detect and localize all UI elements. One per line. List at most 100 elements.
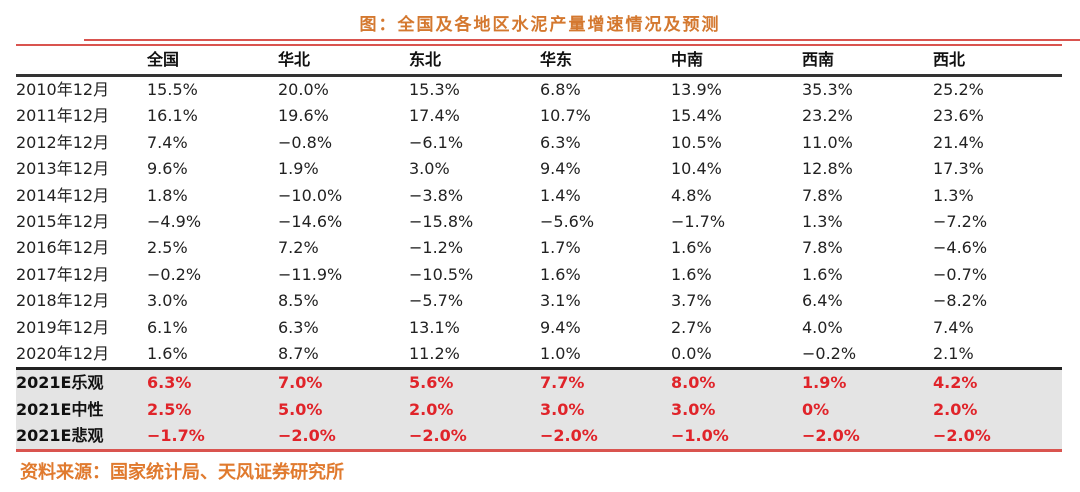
table-cell: 2.5% bbox=[147, 238, 188, 258]
table-row: 2011年12月 16.1% 19.6% 17.4% 10.7% 15.4% 23.2% 23… bbox=[16, 103, 1062, 129]
table-cell: 20.0% bbox=[278, 80, 329, 99]
table-cell: −2.0% bbox=[802, 426, 860, 446]
table-cell: 3.0% bbox=[540, 399, 585, 419]
table-cell: 8.7% bbox=[278, 343, 319, 363]
table-cell: 25.2% bbox=[933, 80, 984, 99]
table-cell: −10.5% bbox=[409, 264, 474, 284]
table-cell: 0.0% bbox=[671, 343, 712, 363]
table-cell: 2.0% bbox=[933, 399, 978, 419]
table-cell: 15.3% bbox=[409, 80, 460, 99]
column-header: 东北 bbox=[409, 50, 442, 69]
table-cell: 35.3% bbox=[802, 80, 853, 99]
table-cell: 4.2% bbox=[933, 373, 978, 393]
column-header: 全国 bbox=[147, 50, 180, 69]
table-cell: 11.0% bbox=[802, 132, 853, 152]
row-label: 2012年12月 bbox=[16, 132, 110, 152]
table-cell: 8.0% bbox=[671, 373, 716, 393]
table-cell: 6.3% bbox=[540, 132, 581, 152]
table-header-row: 全国 华北 东北 华东 中南 西南 西北 bbox=[16, 46, 1062, 77]
table-cell: 1.6% bbox=[671, 264, 712, 284]
table-cell: −2.0% bbox=[540, 426, 598, 446]
forecast-rows: 2021E乐观 6.3% 7.0% 5.6% 7.7% 8.0% 1.9% 4.2% 2021E… bbox=[16, 367, 1062, 453]
table-cell: 16.1% bbox=[147, 106, 198, 126]
row-label: 2014年12月 bbox=[16, 185, 110, 205]
table-cell: −7.2% bbox=[933, 211, 988, 231]
source-note: 资料来源：国家统计局、天风证券研究所 bbox=[20, 462, 344, 483]
table-cell: 4.0% bbox=[802, 317, 843, 337]
table-cell: −1.2% bbox=[409, 238, 464, 258]
table-cell: 5.0% bbox=[278, 399, 323, 419]
table-cell: 1.6% bbox=[802, 264, 843, 284]
row-label: 2010年12月 bbox=[16, 80, 110, 99]
history-rows: 2010年12月 15.5% 20.0% 15.3% 6.8% 13.9% 35.3% 25.… bbox=[16, 77, 1062, 367]
table-cell: 6.3% bbox=[278, 317, 319, 337]
row-label: 2020年12月 bbox=[16, 343, 110, 363]
table-cell: 17.3% bbox=[933, 159, 984, 179]
table-row: 2015年12月 −4.9% −14.6% −15.8% −5.6% −1.7% 1.3% −… bbox=[16, 209, 1062, 235]
table-cell: 2.5% bbox=[147, 399, 192, 419]
forecast-row: 2021E悲观 −1.7% −2.0% −2.0% −2.0% −1.0% −2.0% −2.… bbox=[16, 423, 1062, 449]
table-cell: −2.0% bbox=[409, 426, 467, 446]
table-cell: 10.5% bbox=[671, 132, 722, 152]
table-cell: 13.1% bbox=[409, 317, 460, 337]
table-cell: 7.0% bbox=[278, 373, 323, 393]
table-cell: −1.7% bbox=[147, 426, 205, 446]
table-cell: −0.2% bbox=[147, 264, 202, 284]
table-cell: 13.9% bbox=[671, 80, 722, 99]
table-cell: 7.4% bbox=[933, 317, 974, 337]
table-cell: 1.4% bbox=[540, 185, 581, 205]
table-cell: 1.9% bbox=[802, 373, 847, 393]
table-cell: 1.6% bbox=[671, 238, 712, 258]
table-cell: 5.6% bbox=[409, 373, 454, 393]
table-cell: −6.1% bbox=[409, 132, 464, 152]
table-cell: 2.0% bbox=[409, 399, 454, 419]
table-cell: 7.8% bbox=[802, 185, 843, 205]
table-cell: 10.7% bbox=[540, 106, 591, 126]
row-label: 2021E乐观 bbox=[16, 373, 104, 393]
row-label: 2021E悲观 bbox=[16, 426, 104, 446]
table-cell: −2.0% bbox=[278, 426, 336, 446]
table-cell: 2.1% bbox=[933, 343, 974, 363]
table-cell: 7.7% bbox=[540, 373, 585, 393]
table-cell: 1.6% bbox=[147, 343, 188, 363]
table-cell: −14.6% bbox=[278, 211, 343, 231]
row-label: 2015年12月 bbox=[16, 211, 110, 231]
row-label: 2018年12月 bbox=[16, 291, 110, 311]
table-cell: 6.1% bbox=[147, 317, 188, 337]
table-cell: 4.8% bbox=[671, 185, 712, 205]
table-cell: −8.2% bbox=[933, 291, 988, 311]
table-cell: 1.3% bbox=[802, 211, 843, 231]
table-cell: 3.1% bbox=[540, 291, 581, 311]
table-cell: −1.7% bbox=[671, 211, 726, 231]
row-label: 2017年12月 bbox=[16, 264, 110, 284]
table-cell: 3.0% bbox=[671, 399, 716, 419]
table-cell: 12.8% bbox=[802, 159, 853, 179]
table-cell: 7.8% bbox=[802, 238, 843, 258]
table-row: 2020年12月 1.6% 8.7% 11.2% 1.0% 0.0% −0.2% 2.1% bbox=[16, 341, 1062, 367]
table-cell: −0.2% bbox=[802, 343, 857, 363]
table-cell: 15.4% bbox=[671, 106, 722, 126]
table-cell: 1.9% bbox=[278, 159, 319, 179]
row-label: 2021E中性 bbox=[16, 399, 104, 419]
table-row: 2016年12月 2.5% 7.2% −1.2% 1.7% 1.6% 7.8% −4.6% bbox=[16, 235, 1062, 261]
table-cell: 15.5% bbox=[147, 80, 198, 99]
table-cell: −5.7% bbox=[409, 291, 464, 311]
table-cell: 19.6% bbox=[278, 106, 329, 126]
column-header: 西南 bbox=[802, 50, 835, 69]
table-cell: 6.4% bbox=[802, 291, 843, 311]
table-cell: 10.4% bbox=[671, 159, 722, 179]
table-cell: −4.9% bbox=[147, 211, 202, 231]
table-cell: 0% bbox=[802, 399, 830, 419]
cement-growth-table: 全国 华北 东北 华东 中南 西南 西北 2010年12月 15.5% 20.0% 15.3% 6.… bbox=[16, 46, 1062, 453]
table-cell: 23.6% bbox=[933, 106, 984, 126]
table-cell: 2.7% bbox=[671, 317, 712, 337]
title-rule-lower bbox=[16, 44, 1062, 46]
table-cell: 3.7% bbox=[671, 291, 712, 311]
table-cell: −11.9% bbox=[278, 264, 343, 284]
table-cell: 1.8% bbox=[147, 185, 188, 205]
table-cell: 9.6% bbox=[147, 159, 188, 179]
table-cell: 1.0% bbox=[540, 343, 581, 363]
table-cell: 21.4% bbox=[933, 132, 984, 152]
table-row: 2019年12月 6.1% 6.3% 13.1% 9.4% 2.7% 4.0% 7.4% bbox=[16, 315, 1062, 341]
forecast-row: 2021E乐观 6.3% 7.0% 5.6% 7.7% 8.0% 1.9% 4.2% bbox=[16, 370, 1062, 396]
